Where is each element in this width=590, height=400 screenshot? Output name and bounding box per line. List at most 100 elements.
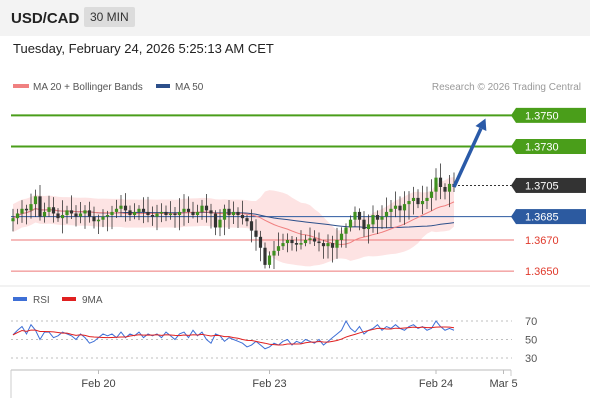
x-tick-1: Feb 23 — [252, 378, 286, 390]
candle-body — [15, 213, 20, 219]
candle-body — [366, 224, 371, 230]
candle-body — [429, 191, 434, 198]
candle-body — [227, 208, 231, 216]
candle-body — [186, 208, 191, 212]
legend-9ma: 9MA — [82, 295, 103, 306]
candle-body — [173, 213, 177, 216]
x-tick-0: Feb 20 — [81, 378, 115, 390]
legend-swatch-ma20 — [13, 84, 29, 88]
candle-body — [56, 213, 60, 219]
candle-body — [83, 210, 87, 214]
candle-body — [407, 201, 411, 205]
candle-body — [132, 211, 137, 216]
level-label-2: 1.3705 — [525, 180, 559, 192]
level-label-pointer-0 — [511, 107, 516, 123]
candle-body — [326, 243, 330, 247]
rsi-tick-2: 30 — [525, 353, 537, 365]
candle-body — [78, 213, 83, 217]
candle-body — [272, 250, 276, 256]
level-label-3: 1.3685 — [525, 212, 559, 224]
candle-body — [371, 215, 375, 225]
candle-body — [317, 241, 321, 244]
candle-body — [200, 205, 204, 212]
candle-body — [393, 205, 398, 209]
candle-body — [92, 216, 96, 222]
candle-body — [321, 243, 326, 247]
legend-ma20: MA 20 + Bollinger Bands — [33, 82, 143, 93]
candle-body — [420, 201, 425, 205]
rsi-tick-1: 50 — [525, 335, 537, 347]
candle-body — [384, 211, 389, 217]
candle-body — [204, 205, 209, 211]
candle-body — [240, 215, 245, 219]
candles — [11, 163, 456, 269]
candle-body — [168, 213, 173, 216]
candle-body — [218, 219, 222, 228]
x-axis: Feb 20 Feb 23 Feb 24 Mar 5 — [10, 369, 518, 398]
candle-body — [348, 219, 353, 228]
candle-body — [128, 210, 132, 216]
candle-body — [65, 210, 69, 216]
candle-body — [411, 197, 416, 202]
candle-body — [330, 243, 335, 248]
candle-body — [146, 211, 150, 216]
level-label-1: 1.3730 — [525, 142, 559, 154]
candle-body — [447, 183, 452, 192]
candle-body — [38, 196, 42, 217]
candle-body — [362, 219, 366, 230]
level-label-5: 1.3650 — [525, 266, 559, 278]
candle-body — [213, 213, 218, 228]
copyright: Research © 2026 Trading Central — [432, 82, 581, 93]
candle-body — [308, 238, 312, 240]
candle-body — [20, 208, 24, 214]
candle-body — [276, 246, 281, 251]
candle-body — [87, 210, 92, 217]
candle-body — [209, 210, 213, 214]
candle-body — [236, 211, 240, 216]
candle-body — [443, 187, 447, 192]
candle-body — [141, 208, 146, 212]
x-tick-2: Feb 24 — [419, 378, 453, 390]
candle-body — [159, 211, 164, 214]
candle-body — [119, 205, 123, 209]
candle-body — [357, 211, 362, 220]
candle-body — [51, 207, 56, 214]
candle-body — [60, 215, 65, 219]
rsi-tick-0: 70 — [525, 316, 537, 328]
header-bar: USD/CAD 30 MIN — [0, 0, 590, 36]
candle-body — [195, 211, 200, 216]
timeframe-button[interactable]: 30 MIN — [84, 7, 135, 27]
candle-body — [258, 236, 263, 248]
level-label-bg-1 — [516, 139, 586, 155]
candle-body — [105, 215, 110, 217]
legend-swatch-9ma — [62, 297, 76, 301]
legend-swatch-rsi — [13, 297, 27, 301]
candle-body — [353, 211, 357, 220]
candle-body — [182, 208, 186, 212]
candle-body — [398, 205, 402, 211]
rsi-lines — [12, 319, 455, 350]
candle-body — [150, 215, 155, 217]
legend-rsi: RSI — [33, 295, 50, 306]
forecast-arrow — [452, 118, 487, 188]
candle-body — [312, 238, 317, 242]
candle-body — [69, 210, 74, 214]
candle-body — [263, 247, 267, 265]
candle-body — [249, 221, 254, 231]
candle-body — [290, 239, 294, 244]
candle-body — [110, 211, 114, 216]
candle-body — [231, 211, 236, 216]
candle-body — [303, 239, 308, 244]
price-labels: 1.3750 1.3730 1.3705 1.3685 1.3670 1.3650 — [511, 107, 586, 278]
legend-swatch-ma50 — [156, 84, 170, 88]
candle-body — [11, 218, 15, 222]
forecast-arrow-head — [475, 118, 487, 131]
candle-body — [267, 255, 272, 265]
candle-body — [177, 211, 182, 216]
x-tick-3: Mar 5 — [489, 378, 517, 390]
candle-body — [123, 205, 128, 211]
candle-body — [164, 211, 168, 216]
candle-body — [155, 213, 159, 217]
candle-body — [375, 215, 380, 220]
